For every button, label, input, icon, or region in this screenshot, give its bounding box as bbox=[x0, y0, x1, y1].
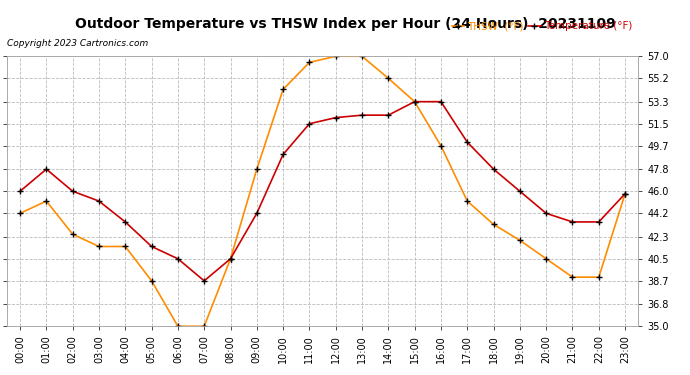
Legend: THSW  (°F), Temperature (°F): THSW (°F), Temperature (°F) bbox=[451, 20, 633, 32]
Text: Outdoor Temperature vs THSW Index per Hour (24 Hours)  20231109: Outdoor Temperature vs THSW Index per Ho… bbox=[75, 17, 615, 31]
Text: Copyright 2023 Cartronics.com: Copyright 2023 Cartronics.com bbox=[7, 39, 148, 48]
